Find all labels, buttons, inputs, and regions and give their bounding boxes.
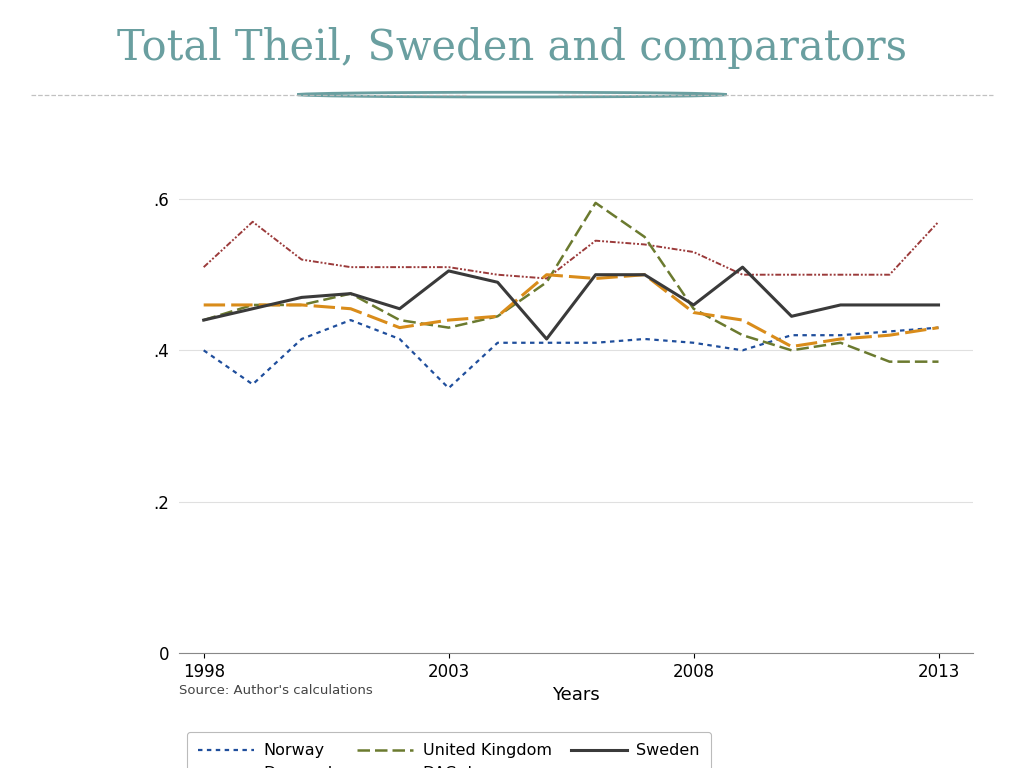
Legend: Norway, Denmark, United Kingdom, DAC-donors, Sweden: Norway, Denmark, United Kingdom, DAC-don… (187, 732, 711, 768)
Text: Total Theil, Sweden and comparators: Total Theil, Sweden and comparators (117, 27, 907, 69)
X-axis label: Years: Years (552, 686, 600, 704)
Text: Source: Author's calculations: Source: Author's calculations (179, 684, 373, 697)
